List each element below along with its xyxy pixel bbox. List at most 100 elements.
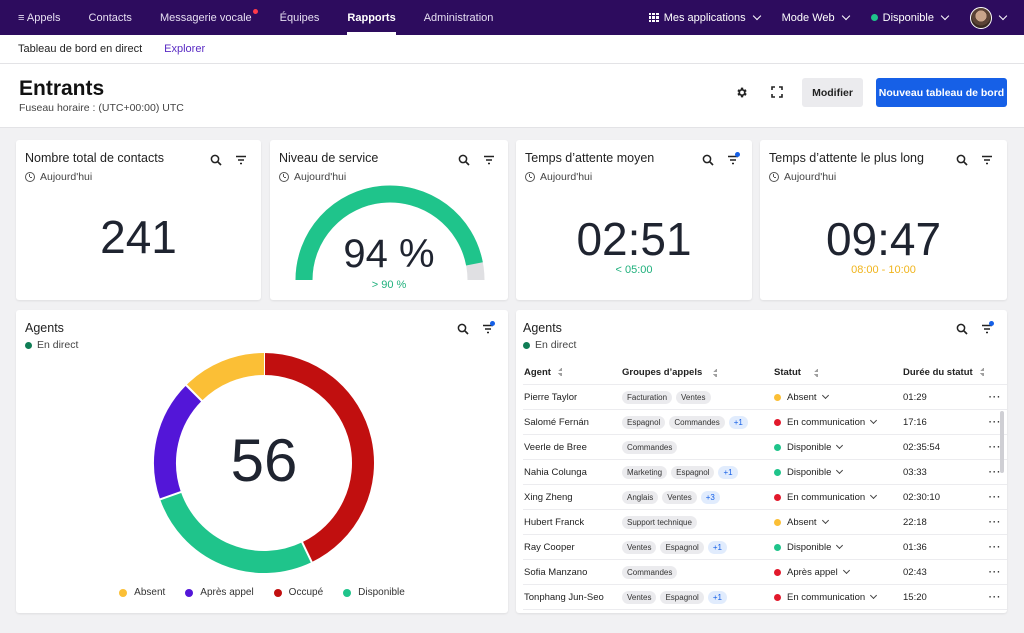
filter-icon[interactable] (482, 323, 494, 335)
metric-value: 02:51 (576, 213, 692, 265)
search-icon[interactable] (210, 154, 222, 166)
notification-dot (252, 9, 258, 14)
legend-item: Après appel (185, 587, 254, 598)
fullscreen-button[interactable] (769, 84, 785, 100)
more-groups-chip[interactable]: +3 (700, 490, 720, 504)
page-title: Entrants (19, 77, 105, 100)
table-row[interactable]: Sofia Manzano Commandes Après appel 02:43 ··… (523, 560, 1007, 585)
table-row[interactable]: Tonphang Jun-Seo Ventes Espagnol +1 En commu… (523, 585, 1007, 610)
more-options-icon[interactable]: ··· (988, 591, 1002, 603)
apps-menu[interactable]: Mes applications (638, 0, 771, 35)
table-row[interactable]: Hubert Franck Support technique Absent 22:1… (523, 510, 1007, 535)
timezone-label: Fuseau horaire : (UTC+00:00) UTC (19, 102, 184, 114)
status-duration: 02:43 (903, 566, 927, 578)
more-options-icon[interactable]: ··· (988, 441, 1002, 453)
nav-item-2[interactable]: Messagerie vocale (146, 0, 266, 35)
column-header-duration[interactable]: Durée du statut (903, 367, 984, 378)
nav-item-1[interactable]: Contacts (88, 11, 132, 24)
more-options-icon[interactable]: ··· (988, 516, 1002, 528)
column-header-status[interactable]: Statut (774, 367, 903, 378)
more-options-icon[interactable]: ··· (988, 466, 1002, 478)
apps-menu-label: Mes applications (663, 11, 746, 24)
status-dot (870, 14, 878, 21)
agent-status[interactable]: Disponible (774, 442, 903, 453)
more-options-icon[interactable]: ··· (988, 491, 1002, 503)
group-chip: Facturation (622, 390, 673, 404)
donut-segment-disponible[interactable] (160, 491, 312, 573)
agent-status[interactable]: Absent (774, 392, 903, 403)
call-groups: Anglais Ventes +3 (622, 490, 774, 504)
more-groups-chip[interactable]: +1 (728, 415, 748, 429)
table-row[interactable]: Nahia Colunga Marketing Espagnol +1 Disponib… (523, 460, 1007, 485)
more-groups-chip[interactable]: +1 (718, 465, 738, 479)
sort-icon (812, 368, 818, 377)
table-row[interactable]: Xing Zheng Anglais Ventes +3 En communicatio… (523, 485, 1007, 510)
mode-menu[interactable]: Mode Web (771, 0, 860, 35)
settings-button[interactable] (733, 84, 749, 100)
avg-wait-card: Temps d’attente moyen Aujourd'hui 02:51 … (516, 140, 752, 300)
agent-status[interactable]: En communication (774, 417, 903, 428)
status-menu[interactable]: Disponible (860, 0, 959, 35)
nav-item-3[interactable]: Équipes (279, 11, 320, 24)
group-chip: Espagnol (671, 465, 715, 479)
card-period: Aujourd'hui (25, 171, 92, 183)
more-options-icon[interactable]: ··· (988, 566, 1002, 578)
nav-item-0[interactable]: ≡ Appels (18, 11, 61, 24)
table-scrollbar[interactable] (1000, 411, 1004, 473)
nav-item-4[interactable]: Rapports (333, 0, 409, 35)
more-groups-chip[interactable]: +1 (707, 590, 727, 604)
nav-right: Mes applications Mode Web Disponible (638, 0, 1024, 35)
more-groups-chip[interactable]: +1 (707, 540, 727, 554)
donut-segment-occupé[interactable] (263, 353, 374, 563)
status-duration: 03:33 (903, 466, 927, 478)
chevron-down-icon (940, 11, 950, 21)
status-duration: 01:29 (903, 391, 927, 403)
agents-table-card: Agents En direct Agent Groupes d’appels … (516, 310, 1007, 613)
legend-item: Occupé (273, 587, 323, 598)
table-row[interactable]: Pierre Taylor Facturation Ventes Absent 01:2… (523, 385, 1007, 410)
filter-icon[interactable] (235, 154, 247, 166)
status-label: En communication (787, 591, 866, 603)
subnav-explorer[interactable]: Explorer (164, 43, 206, 55)
agent-status[interactable]: En communication (774, 592, 903, 603)
column-header-groups[interactable]: Groupes d’appels (622, 367, 774, 378)
agent-status[interactable]: Après appel (774, 567, 903, 578)
more-options-icon[interactable]: ··· (988, 541, 1002, 553)
more-options-icon[interactable]: ··· (988, 391, 1002, 403)
donut-separator (184, 383, 204, 403)
legend-label: Disponible (358, 587, 405, 598)
search-icon[interactable] (956, 154, 968, 166)
table-row[interactable]: Veerle de Bree Commandes Disponible 02:35:5… (523, 435, 1007, 460)
user-menu[interactable] (959, 0, 1024, 35)
metric-target: 08:00 - 10:00 (851, 264, 916, 276)
clock-icon (525, 172, 535, 182)
nav-item-5[interactable]: Administration (423, 11, 494, 24)
status-dot (774, 568, 781, 576)
column-header-agent[interactable]: Agent (523, 367, 622, 378)
group-chip: Ventes (622, 590, 657, 604)
call-groups: Facturation Ventes (622, 390, 774, 404)
top-navigation: ≡ Appels Contacts Messagerie vocale Équipes… (0, 0, 1024, 35)
live-dot (523, 341, 530, 349)
edit-button[interactable]: Modifier (802, 78, 863, 107)
filter-icon[interactable] (483, 154, 495, 166)
more-options-icon[interactable]: ··· (988, 416, 1002, 428)
legend-label: Après appel (200, 587, 254, 598)
new-dashboard-button[interactable]: Nouveau tableau de bord (876, 78, 1007, 107)
subnav-live-dashboard[interactable]: Tableau de bord en direct (18, 43, 143, 55)
status-duration: 02:35:54 (903, 441, 940, 453)
agent-status[interactable]: Disponible (774, 467, 903, 478)
agent-status[interactable]: Absent (774, 517, 903, 528)
donut-segment-après-appel[interactable] (154, 385, 203, 500)
search-icon[interactable] (458, 154, 470, 166)
search-icon[interactable] (457, 323, 469, 335)
search-icon[interactable] (702, 154, 714, 166)
agent-status[interactable]: Disponible (774, 542, 903, 553)
filter-icon[interactable] (981, 154, 993, 166)
donut-segment-absent[interactable] (186, 353, 265, 402)
period-label: Aujourd'hui (40, 171, 93, 183)
table-row[interactable]: Ray Cooper Ventes Espagnol +1 Disponible 01:3… (523, 535, 1007, 560)
search-icon[interactable] (956, 323, 968, 335)
table-row[interactable]: Salomé Fernán Espagnol Commandes +1 En commu… (523, 410, 1007, 435)
agent-status[interactable]: En communication (774, 492, 903, 503)
